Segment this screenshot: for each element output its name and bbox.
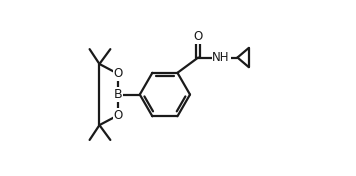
- Text: O: O: [113, 67, 122, 80]
- Text: B: B: [114, 88, 122, 101]
- Text: O: O: [113, 109, 122, 122]
- Text: O: O: [194, 30, 203, 43]
- Text: NH: NH: [213, 51, 230, 64]
